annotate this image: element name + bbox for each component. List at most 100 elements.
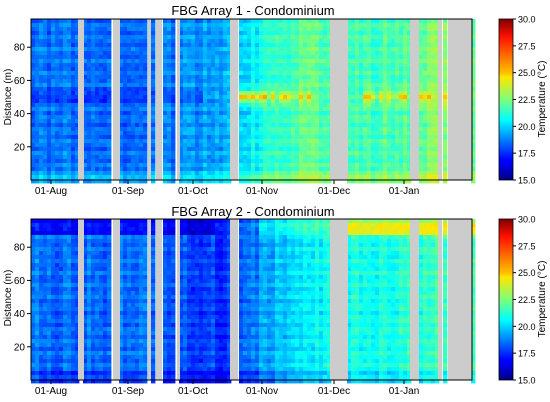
heatmap-cell [87,119,92,124]
heatmap-cell [163,59,168,64]
heatmap-cell [427,131,432,136]
heatmap-cell [227,35,232,40]
heatmap-cell [171,375,176,380]
heatmap-cell [71,27,76,32]
heatmap-cell [247,127,252,132]
heatmap-cell [271,103,276,108]
heatmap-cell [203,159,208,164]
heatmap-cell [183,251,188,256]
heatmap-cell [75,47,80,52]
heatmap-cell [215,19,220,24]
heatmap-cell [223,51,228,56]
heatmap-cell [135,123,140,128]
heatmap-cell [123,323,128,328]
heatmap-cell [151,359,156,364]
heatmap-cell [95,219,100,224]
heatmap-cell [55,227,60,232]
heatmap-cell [431,175,436,180]
heatmap-cell [351,83,356,88]
heatmap-cell [207,131,212,136]
heatmap-cell [107,115,112,120]
heatmap-cell [279,39,284,44]
heatmap-cell [87,235,92,240]
heatmap-cell [123,267,128,272]
heatmap-cell [299,19,304,24]
heatmap-cell [43,259,48,264]
heatmap-cell [195,147,200,152]
heatmap-cell [367,143,372,148]
heatmap-cell [239,115,244,120]
heatmap-cell [139,135,144,140]
heatmap-cell [139,315,144,320]
heatmap-cell [95,263,100,268]
heatmap-cell [95,271,100,276]
heatmap-cell [135,367,140,372]
heatmap-cell [87,299,92,304]
heatmap-cell [295,91,300,96]
heatmap-cell [83,175,88,180]
heatmap-cell [35,371,40,376]
heatmap-cell [135,335,140,340]
heatmap-cell [71,79,76,84]
heatmap-cell [291,63,296,68]
heatmap-cell [127,175,132,180]
heatmap-cell [59,367,64,372]
heatmap-cell [191,143,196,148]
heatmap-cell [295,67,300,72]
heatmap-cell [131,251,136,256]
heatmap-cell [263,71,268,76]
heatmap-cell [31,323,36,328]
heatmap-cell [431,87,436,92]
heatmap-cell [87,99,92,104]
heatmap-cell [35,131,40,136]
heatmap-cell [31,283,36,288]
heatmap-cell [295,43,300,48]
heatmap-cell [183,147,188,152]
heatmap-cell [43,87,48,92]
heatmap-cell [263,143,268,148]
heatmap-cell [367,43,372,48]
heatmap-cell [435,79,440,84]
heatmap-cell [279,139,284,144]
heatmap-cell [251,55,256,60]
heatmap-cell [267,135,272,140]
heatmap-cell [47,155,52,160]
heatmap-cell [191,139,196,144]
heatmap-cell [87,123,92,128]
heatmap-cell [391,115,396,120]
heatmap-cell [51,327,56,332]
heatmap-cell [87,115,92,120]
heatmap-cell [251,103,256,108]
heatmap-cell [315,119,320,124]
heatmap-cell [143,255,148,260]
heatmap-cell [167,359,172,364]
heatmap-cell [215,43,220,48]
heatmap-cell [443,147,448,152]
heatmap-cell [171,267,176,272]
heatmap-cell [75,219,80,224]
heatmap-cell [71,167,76,172]
heatmap-cell [251,123,256,128]
heatmap-cell [35,23,40,28]
heatmap-cell [47,279,52,284]
heatmap-cell [367,47,372,52]
heatmap-cell [47,379,52,384]
heatmap-cell [351,135,356,140]
heatmap-cell [107,287,112,292]
heatmap-cell [435,43,440,48]
heatmap-cell [271,111,276,116]
heatmap-cell [171,39,176,44]
heatmap-cell [359,71,364,76]
heatmap-cell [251,63,256,68]
heatmap-cell [91,347,96,352]
heatmap-cell [323,127,328,132]
heatmap-cell [151,283,156,288]
heatmap-cell [203,31,208,36]
heatmap-cell [107,351,112,356]
heatmap-cell [135,171,140,176]
heatmap-cell [255,175,260,180]
heatmap-cell [151,87,156,92]
heatmap-cell [47,291,52,296]
heatmap-cell [163,175,168,180]
heatmap-cell [143,231,148,236]
